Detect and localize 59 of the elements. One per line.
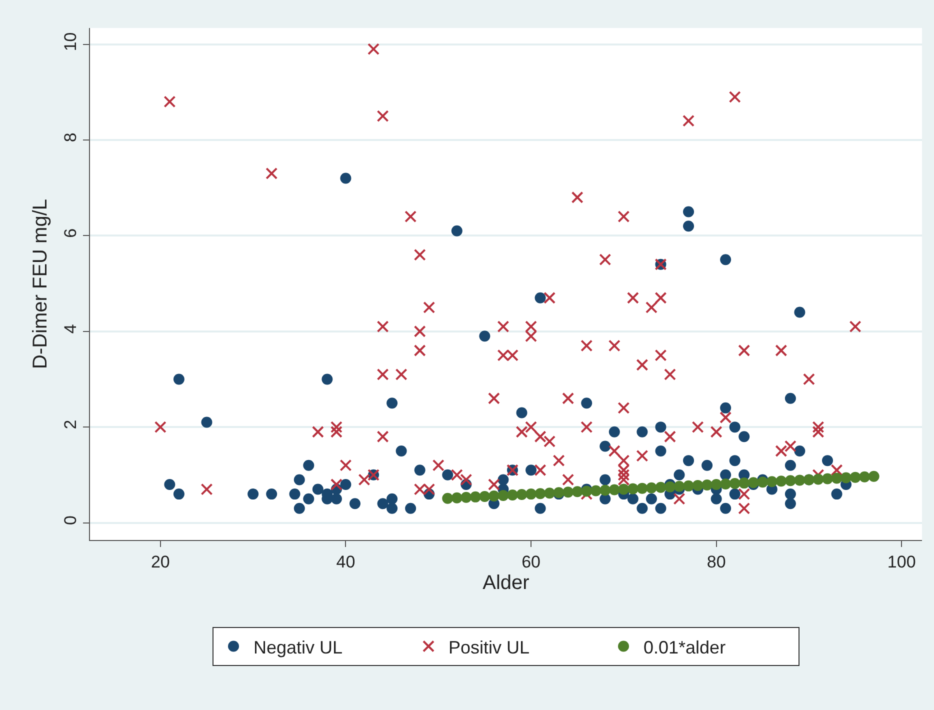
point (590, 485, 602, 496)
point (498, 490, 509, 501)
point (720, 478, 732, 490)
point (534, 488, 546, 500)
point (451, 492, 462, 504)
point (738, 478, 750, 489)
point (655, 482, 666, 493)
y-tick-label: 4 (61, 324, 80, 334)
point (840, 472, 852, 484)
point (776, 476, 787, 487)
x-axis-title: Alder (482, 572, 530, 594)
point (516, 489, 528, 500)
point (729, 478, 740, 490)
point (636, 482, 648, 494)
y-tick-label: 10 (61, 32, 80, 52)
x-tick-label: 20 (150, 552, 170, 572)
point (627, 483, 638, 494)
point (812, 474, 824, 485)
x-tick-label: 100 (887, 552, 916, 572)
point (831, 472, 842, 484)
point (608, 484, 620, 496)
point (479, 490, 490, 502)
point (544, 488, 556, 499)
point (702, 479, 713, 490)
x-tick-label: 80 (706, 552, 726, 572)
y-tick-label: 6 (61, 228, 80, 238)
point (646, 482, 657, 494)
legend-label: Positiv UL (448, 637, 530, 658)
y-tick-label: 2 (61, 420, 80, 430)
point (850, 472, 861, 483)
point (488, 490, 500, 502)
x-tick-label: 40 (336, 552, 356, 572)
point (784, 475, 796, 486)
point (794, 474, 806, 486)
point (506, 490, 518, 501)
legend-label: 0.01*alder (644, 637, 726, 658)
legend-label: Negativ UL (254, 637, 343, 658)
point (460, 492, 472, 503)
point (572, 486, 583, 498)
point (442, 492, 454, 504)
point (526, 488, 537, 500)
point (710, 478, 722, 490)
x-tick-label: 60 (522, 552, 540, 572)
point (600, 484, 611, 496)
point (822, 473, 833, 484)
y-tick-label: 0 (61, 515, 80, 525)
point (683, 480, 694, 492)
point (859, 471, 870, 482)
point (664, 481, 676, 492)
point (757, 476, 768, 488)
point (692, 480, 704, 491)
point (618, 484, 630, 495)
point (674, 480, 685, 492)
y-tick-label: 8 (61, 132, 80, 142)
point (470, 491, 481, 502)
y-axis-title: D-Dimer FEU mg/L (30, 198, 52, 370)
point (766, 476, 778, 488)
point (868, 470, 880, 482)
point (562, 486, 574, 498)
